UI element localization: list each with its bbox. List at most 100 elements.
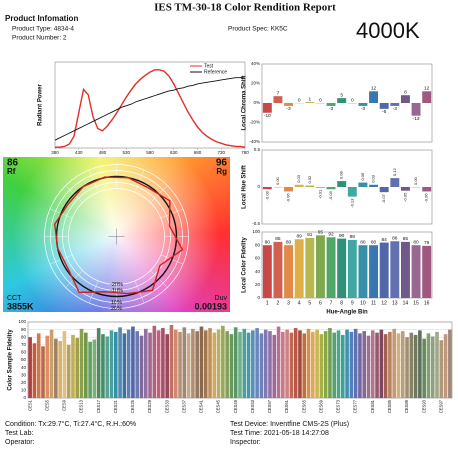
x-tick-label: CES17 xyxy=(96,399,101,413)
bar xyxy=(262,245,272,298)
bar xyxy=(388,331,392,398)
series-line xyxy=(54,76,246,141)
bar xyxy=(216,329,221,398)
bar xyxy=(255,328,259,398)
value-label: 90 xyxy=(339,233,345,239)
bar xyxy=(340,334,345,398)
value-label: 0 xyxy=(298,97,301,103)
bar xyxy=(392,328,396,398)
bar xyxy=(411,103,421,116)
y-tick-label: 70 xyxy=(21,342,27,347)
bar xyxy=(221,325,225,398)
bar xyxy=(336,330,341,398)
cct-nominal: 4000K xyxy=(356,18,420,43)
bar xyxy=(92,339,97,398)
value-label: -13 xyxy=(413,116,420,122)
bar xyxy=(305,185,315,187)
x-tick-label: 14 xyxy=(403,300,409,306)
bar xyxy=(306,328,311,398)
value-label: 80 xyxy=(265,239,271,245)
bar xyxy=(400,241,410,298)
x-tick-label: CES25 xyxy=(130,399,135,413)
bar xyxy=(319,334,324,398)
x-axis-label: Hue-Angle Bin xyxy=(326,310,368,316)
bar xyxy=(263,329,268,398)
bar xyxy=(405,337,409,398)
bar xyxy=(148,332,152,398)
y-tick-label: 100 xyxy=(252,229,260,234)
bar xyxy=(315,235,325,298)
bar xyxy=(268,331,272,398)
legend-label: Test xyxy=(204,63,214,69)
bar xyxy=(439,340,444,398)
bar xyxy=(131,326,135,398)
y-tick-label: -40% xyxy=(249,139,260,144)
test-vector-polygon xyxy=(53,176,184,295)
bar xyxy=(358,245,368,298)
bar xyxy=(362,331,367,398)
value-label: -0.06 xyxy=(424,193,429,203)
x-tick-label: 780 xyxy=(241,150,249,155)
bar xyxy=(284,103,294,106)
y-axis-label: Radiant Power xyxy=(38,84,44,126)
bar xyxy=(430,336,435,398)
value-label: 12 xyxy=(371,86,377,92)
bar xyxy=(326,237,336,298)
x-tick-label: CES29 xyxy=(147,399,152,413)
bar xyxy=(413,334,418,398)
test-lab: Test Lab: xyxy=(5,430,33,437)
value-label: 0.00 xyxy=(413,176,418,185)
y-tick-label: 100 xyxy=(18,319,26,324)
x-tick-label: 9 xyxy=(351,300,354,306)
x-tick-label: 380 xyxy=(51,150,59,155)
value-label: 80 xyxy=(413,239,419,245)
bar xyxy=(152,325,157,398)
value-label: 8 xyxy=(404,89,407,95)
y-tick-label: 60 xyxy=(21,350,27,355)
bar xyxy=(379,187,389,193)
bar xyxy=(323,331,328,398)
bar xyxy=(390,103,400,106)
bar xyxy=(435,331,439,398)
x-tick-label: CES57 xyxy=(267,399,272,413)
x-tick-label: CES77 xyxy=(353,399,358,413)
y-tick-label: 40 xyxy=(255,269,261,274)
bar xyxy=(165,334,169,398)
value-label: 84 xyxy=(382,237,388,243)
y-tick-label: 0 xyxy=(257,184,260,189)
bar xyxy=(411,245,421,298)
value-label: 7 xyxy=(277,90,280,96)
x-tick-label: 1 xyxy=(266,300,269,306)
bar xyxy=(79,328,84,398)
bar xyxy=(305,237,315,298)
bar xyxy=(75,337,80,398)
value-label: 0.08 xyxy=(339,171,344,180)
value-label: 80 xyxy=(360,239,366,245)
product-spec: Product Spec: KK5C xyxy=(228,26,288,33)
bar xyxy=(62,331,67,398)
value-label: 0.02 xyxy=(307,175,312,184)
bar xyxy=(199,326,204,398)
bar xyxy=(375,332,379,398)
bar xyxy=(328,328,332,398)
bar xyxy=(36,333,41,398)
value-label: 88 xyxy=(350,234,356,240)
bar xyxy=(281,331,285,398)
plot-frame xyxy=(261,149,433,225)
x-tick-label: 530 xyxy=(122,150,130,155)
bar xyxy=(41,346,45,398)
bar xyxy=(246,332,251,398)
bar xyxy=(305,102,315,103)
y-tick-label: 80 xyxy=(21,334,27,339)
value-label: -10 xyxy=(264,113,271,119)
value-label: 12 xyxy=(424,86,430,92)
bar xyxy=(276,326,281,398)
bar xyxy=(337,98,347,103)
x-tick-label: 8 xyxy=(340,300,343,306)
bar xyxy=(143,328,148,398)
legend-label: Reference xyxy=(204,69,227,75)
bar xyxy=(337,181,347,187)
x-tick-label: 12 xyxy=(381,300,387,306)
